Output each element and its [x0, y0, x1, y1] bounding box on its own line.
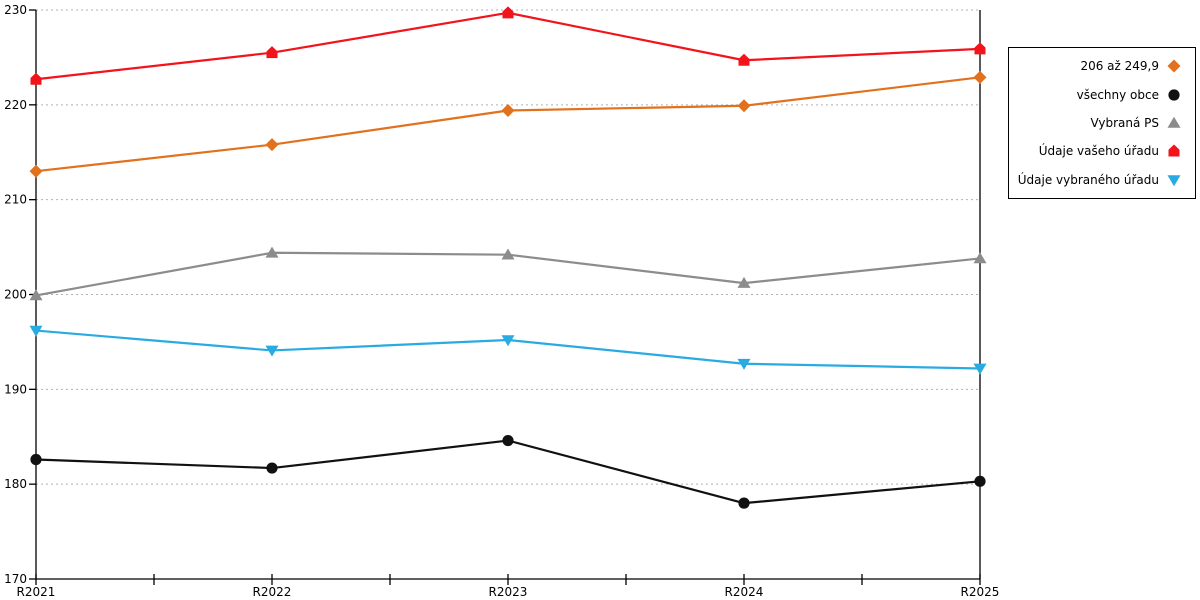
triangle-down-marker [265, 345, 279, 357]
legend: 206 až 249,9 všechny obce Vybraná PS Údaje … [1008, 47, 1196, 199]
legend-item-1: všechny obce [1009, 80, 1195, 108]
legend-label: všechny obce [1076, 87, 1159, 102]
triangle-down-marker [737, 358, 751, 370]
pentagon-marker [974, 42, 986, 55]
diamond-marker [265, 138, 279, 152]
triangle-down-marker [501, 335, 515, 347]
triangle-down-marker [29, 325, 43, 337]
diamond-marker [973, 70, 987, 84]
triangle-up-icon [1167, 116, 1181, 128]
x-tick-label-R2025: R2025 [961, 585, 1000, 599]
diamond-marker [737, 99, 751, 113]
series-line-0 [34, 76, 982, 173]
y-tick-label-190: 190 [4, 382, 27, 396]
y-tick-label-230: 230 [4, 3, 27, 17]
circle-marker [738, 497, 750, 509]
diamond-marker [29, 164, 43, 178]
pentagon-marker [738, 53, 750, 66]
y-tick-label-200: 200 [4, 288, 27, 302]
legend-item-2: Vybraná PS [1009, 109, 1195, 137]
circle-marker [266, 462, 278, 474]
diamond-marker [501, 104, 515, 118]
legend-item-3: Údaje vašeho úřadu [1009, 137, 1195, 165]
legend-label: 206 až 249,9 [1080, 59, 1159, 74]
x-tick-label-R2022: R2022 [253, 585, 292, 599]
y-tick-label-210: 210 [4, 193, 27, 207]
x-tick-label-R2023: R2023 [489, 585, 528, 599]
diamond-icon [1167, 59, 1181, 73]
circle-marker [502, 434, 514, 447]
triangle-down-marker [973, 363, 987, 375]
line-chart: 170 180 190 200 210 220 230 R2021 R2022 R2023 R202… [4, 3, 1000, 599]
triangle-up-marker [973, 252, 987, 264]
series-line-3 [34, 11, 982, 81]
x-tick-label-R2021: R2021 [17, 585, 56, 599]
legend-label: Údaje vybraného úřadu [1017, 172, 1159, 187]
pentagon-marker [30, 72, 42, 85]
circle-icon [1168, 88, 1180, 101]
series-line-1 [34, 439, 982, 505]
pentagon-marker [266, 46, 278, 59]
circle-marker [30, 453, 42, 466]
pentagon-icon [1168, 144, 1180, 157]
y-tick-label-170: 170 [4, 572, 27, 586]
pentagon-marker [502, 6, 514, 19]
triangle-up-marker [29, 289, 43, 301]
x-tick-label-R2024: R2024 [725, 585, 764, 599]
triangle-up-marker [737, 276, 751, 288]
triangle-up-marker [265, 246, 279, 258]
legend-item-4: Údaje vybraného úřadu [1009, 166, 1195, 194]
y-tick-label-180: 180 [4, 477, 27, 491]
y-tick-label-220: 220 [4, 98, 27, 112]
legend-label: Údaje vašeho úřadu [1038, 144, 1159, 159]
triangle-down-icon [1167, 175, 1181, 187]
legend-label: Vybraná PS [1090, 116, 1159, 130]
triangle-up-marker [501, 248, 515, 260]
legend-item-0: 206 až 249,9 [1009, 52, 1195, 80]
circle-marker [974, 475, 986, 487]
